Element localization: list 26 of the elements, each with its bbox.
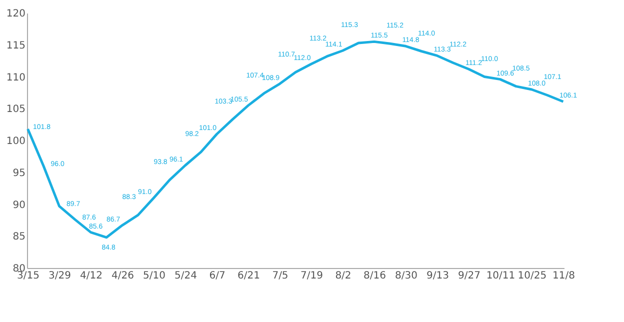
- x-tick-label: 9/13: [426, 270, 449, 282]
- x-tick-label: 10/11: [486, 270, 516, 282]
- x-tick-label: 9/27: [458, 270, 480, 282]
- y-tick-label: 120: [6, 8, 26, 20]
- x-tick-label: 8/30: [395, 270, 418, 282]
- y-tick-label: 90: [12, 200, 26, 211]
- x-tick-label: 10/25: [518, 270, 547, 282]
- x-tick-label: 7/19: [300, 270, 323, 282]
- x-tick-label: 5/10: [143, 270, 166, 282]
- y-tick-label: 105: [6, 104, 26, 116]
- x-tick-label: 11/8: [552, 270, 575, 282]
- y-tick-label: 110: [6, 72, 26, 84]
- x-tick-label: 6/21: [238, 270, 260, 282]
- x-tick-label: 7/5: [272, 270, 288, 282]
- x-tick-label: 8/16: [364, 270, 386, 282]
- x-tick-label: 5/24: [174, 270, 197, 282]
- x-tick-label: 4/26: [112, 270, 134, 282]
- y-tick-label: 115: [6, 40, 26, 52]
- x-tick-label: 4/12: [80, 270, 103, 282]
- x-tick-label: 6/7: [209, 270, 226, 282]
- y-tick-label: 95: [12, 168, 26, 179]
- x-tick-label: 3/15: [17, 270, 40, 282]
- y-tick-label: 85: [12, 232, 26, 243]
- x-tick-label: 8/2: [335, 270, 352, 282]
- x-tick-label: 3/29: [48, 270, 72, 282]
- y-tick-label: 100: [6, 136, 26, 147]
